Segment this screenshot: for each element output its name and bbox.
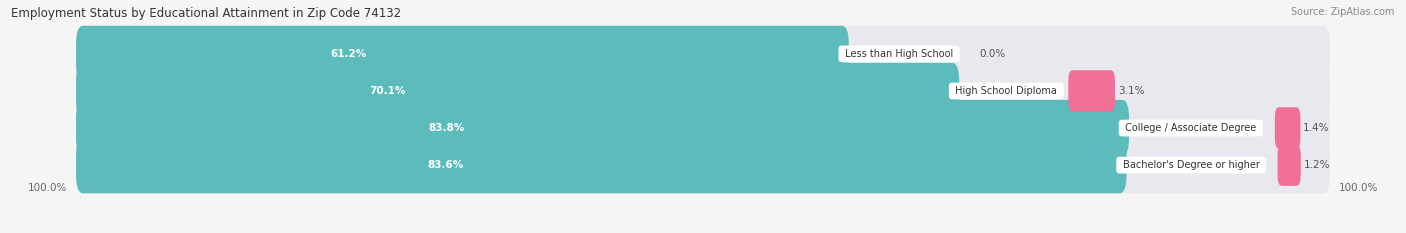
Text: 61.2%: 61.2% bbox=[330, 49, 367, 59]
FancyBboxPatch shape bbox=[76, 137, 1330, 193]
Text: 0.0%: 0.0% bbox=[980, 49, 1005, 59]
Text: 1.4%: 1.4% bbox=[1303, 123, 1330, 133]
FancyBboxPatch shape bbox=[76, 63, 959, 119]
FancyBboxPatch shape bbox=[76, 137, 1126, 193]
Text: 100.0%: 100.0% bbox=[1339, 183, 1378, 193]
FancyBboxPatch shape bbox=[76, 100, 1330, 156]
Text: 1.2%: 1.2% bbox=[1303, 160, 1330, 170]
Text: 3.1%: 3.1% bbox=[1118, 86, 1144, 96]
Text: High School Diploma: High School Diploma bbox=[952, 86, 1060, 96]
FancyBboxPatch shape bbox=[76, 63, 1330, 119]
FancyBboxPatch shape bbox=[76, 100, 1129, 156]
Text: College / Associate Degree: College / Associate Degree bbox=[1122, 123, 1260, 133]
FancyBboxPatch shape bbox=[1278, 144, 1301, 186]
Text: 83.6%: 83.6% bbox=[427, 160, 464, 170]
Text: Bachelor's Degree or higher: Bachelor's Degree or higher bbox=[1119, 160, 1263, 170]
Text: Employment Status by Educational Attainment in Zip Code 74132: Employment Status by Educational Attainm… bbox=[11, 7, 401, 20]
FancyBboxPatch shape bbox=[76, 26, 1330, 82]
FancyBboxPatch shape bbox=[1069, 70, 1115, 112]
Text: Source: ZipAtlas.com: Source: ZipAtlas.com bbox=[1291, 7, 1395, 17]
Text: Less than High School: Less than High School bbox=[842, 49, 956, 59]
Text: 100.0%: 100.0% bbox=[28, 183, 67, 193]
FancyBboxPatch shape bbox=[76, 26, 849, 82]
Text: 70.1%: 70.1% bbox=[368, 86, 405, 96]
Text: 83.8%: 83.8% bbox=[429, 123, 465, 133]
FancyBboxPatch shape bbox=[1275, 107, 1301, 149]
